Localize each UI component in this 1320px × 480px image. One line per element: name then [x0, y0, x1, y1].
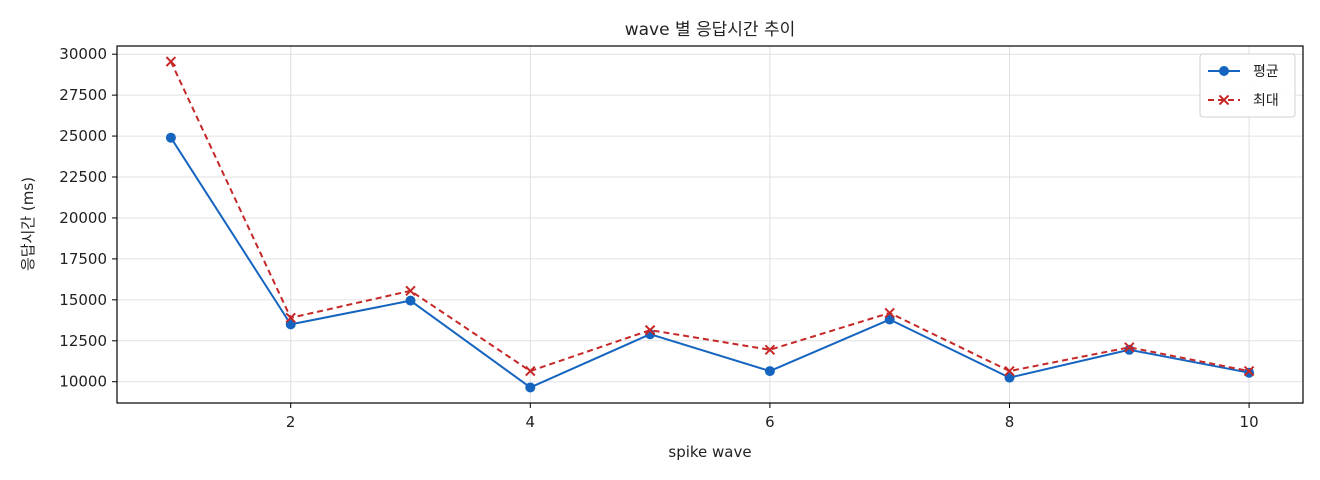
- data-point: [525, 365, 536, 377]
- data-point: [405, 285, 416, 297]
- y-tick-label: 30000: [59, 45, 107, 63]
- data-point: [525, 382, 536, 393]
- x-tick-label: 2: [286, 413, 296, 431]
- x-tick-label: 8: [1005, 413, 1015, 431]
- y-tick-label: 20000: [59, 209, 107, 227]
- y-tick-label: 17500: [59, 250, 107, 268]
- grid: [117, 46, 1303, 403]
- data-point: [764, 344, 776, 355]
- x-tick-label: 4: [526, 413, 536, 431]
- data-point: [405, 295, 416, 306]
- x-axis: 2 4 6 8 10: [286, 403, 1259, 431]
- series-최대: [165, 56, 1255, 377]
- data-point: [764, 366, 775, 377]
- legend-marker: [1218, 94, 1230, 106]
- data-point: [1244, 367, 1255, 378]
- chart-title: wave 별 응답시간 추이: [625, 20, 796, 40]
- y-tick-label: 22500: [59, 168, 107, 186]
- data-point: [165, 132, 176, 143]
- series-group: [165, 56, 1255, 393]
- data-point: [1004, 372, 1015, 383]
- data-point: [644, 324, 656, 336]
- series-line: [170, 137, 1250, 389]
- data-point: [884, 307, 895, 319]
- data-point: [1124, 342, 1135, 353]
- series-평균: [165, 132, 1255, 393]
- data-point: [285, 319, 296, 330]
- plot-area-frame: [116, 45, 1304, 404]
- y-tick-label: 10000: [59, 373, 107, 391]
- legend-label: 최대: [1253, 93, 1279, 109]
- data-point: [285, 312, 296, 324]
- legend-marker: [1219, 66, 1229, 76]
- y-axis-label: 응답시간 (ms): [19, 177, 37, 271]
- y-tick-label: 15000: [59, 291, 107, 309]
- series-line: [170, 61, 1250, 373]
- data-point: [165, 56, 177, 67]
- data-point: [884, 314, 895, 325]
- x-tick-label: 6: [765, 413, 775, 431]
- x-tick-label: 10: [1240, 413, 1259, 431]
- y-tick-label: 12500: [59, 332, 107, 350]
- legend-box: [1199, 53, 1296, 118]
- y-tick-label: 25000: [59, 127, 107, 145]
- legend-label: 평균: [1253, 64, 1279, 80]
- data-point: [1243, 365, 1255, 377]
- y-tick-label: 27500: [59, 86, 107, 104]
- data-point: [1004, 365, 1015, 377]
- x-axis-label: spike wave: [668, 443, 751, 461]
- y-axis: 10000 12500 15000 17500 20000 22500 25000 27500…: [59, 45, 117, 391]
